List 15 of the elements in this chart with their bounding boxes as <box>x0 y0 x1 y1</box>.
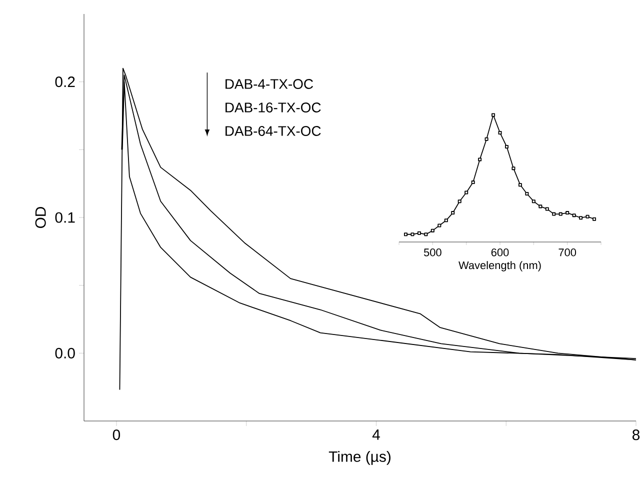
annotation: DAB-4-TX-OC <box>226 79 313 89</box>
x-tick-label: 0 <box>112 430 120 440</box>
y-tick-label: 0.2 <box>55 76 75 88</box>
x-axis-title: Time (µs) <box>328 450 390 465</box>
x-tick-label: 600 <box>491 248 509 256</box>
y-axis-title: OD <box>35 207 46 228</box>
x-axis-title: Wavelength (nm) <box>458 261 541 272</box>
x-tick-label: 8 <box>632 430 640 440</box>
x-tick-label: 4 <box>372 430 380 440</box>
y-tick-label: 0.0 <box>55 348 75 358</box>
annotation: DAB-64-TX-OC <box>226 126 321 136</box>
y-tick-label: 0.1 <box>55 212 75 223</box>
x-tick-label: 500 <box>424 248 442 256</box>
annotation: DAB-16-TX-OC <box>226 102 321 112</box>
x-tick-label: 700 <box>558 248 576 256</box>
